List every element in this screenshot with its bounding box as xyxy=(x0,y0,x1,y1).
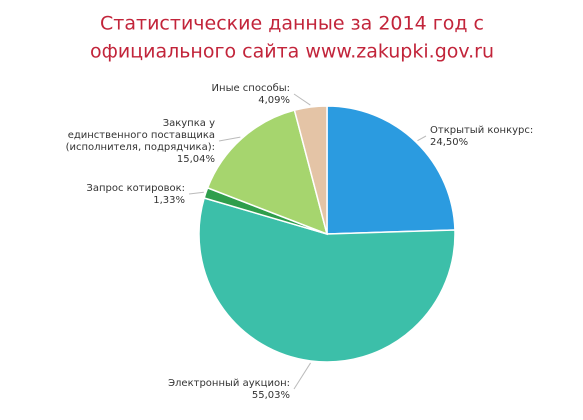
chart-title: Статистические данные за 2014 год с xyxy=(100,13,484,35)
leader-line xyxy=(417,135,427,142)
slice-label: Запрос котировок: xyxy=(86,183,185,194)
pie-slice xyxy=(206,109,329,236)
slice-label: Открытый конкурс: xyxy=(430,125,533,136)
leader-line xyxy=(293,362,311,390)
slice-label: (исполнителя, подрядчика): xyxy=(66,142,215,153)
leader-line xyxy=(293,93,311,106)
slice-label: единственного поставщика xyxy=(68,130,215,141)
value-label: 15,04% xyxy=(177,154,215,165)
value-label: 4,09% xyxy=(258,95,290,106)
pie-slice xyxy=(293,105,328,235)
leader-line xyxy=(218,136,241,142)
pie-slice xyxy=(198,197,456,363)
slice-label: Закупка у xyxy=(163,118,215,129)
slice-label: Иные способы: xyxy=(212,83,290,94)
value-label: 55,03% xyxy=(252,390,290,401)
leader-line xyxy=(188,191,204,195)
slice-label: Электронный аукцион: xyxy=(168,378,290,389)
value-label: 1,33% xyxy=(153,195,185,206)
pie-slice xyxy=(326,105,456,235)
chart-title: официального сайта www.zakupki.gov.ru xyxy=(90,41,494,63)
value-label: 24,50% xyxy=(430,137,468,148)
